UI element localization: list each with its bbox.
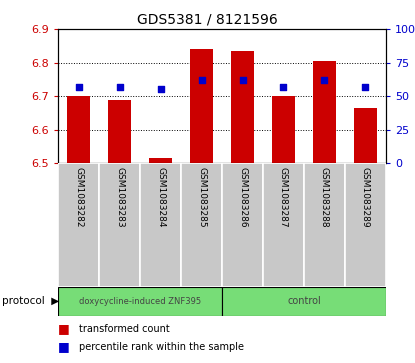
Text: GSM1083288: GSM1083288	[320, 167, 329, 228]
Text: protocol  ▶: protocol ▶	[2, 296, 59, 306]
Bar	[231, 51, 254, 163]
Text: percentile rank within the sample: percentile rank within the sample	[79, 342, 244, 352]
Bar	[67, 96, 90, 163]
Text: GSM1083283: GSM1083283	[115, 167, 124, 228]
Bar	[263, 163, 304, 287]
Text: GSM1083282: GSM1083282	[74, 167, 83, 228]
Text: GSM1083284: GSM1083284	[156, 167, 165, 228]
Text: GSM1083286: GSM1083286	[238, 167, 247, 228]
Bar	[313, 61, 336, 163]
Point	[280, 84, 287, 90]
Text: transformed count: transformed count	[79, 323, 170, 334]
Bar	[190, 49, 213, 163]
Bar	[99, 163, 140, 287]
Text: doxycycline-induced ZNF395: doxycycline-induced ZNF395	[79, 297, 201, 306]
Point	[239, 77, 246, 83]
Text: ■: ■	[58, 340, 70, 353]
Bar	[181, 163, 222, 287]
Text: ■: ■	[58, 322, 70, 335]
Text: control: control	[287, 296, 321, 306]
Text: GSM1083287: GSM1083287	[279, 167, 288, 228]
Text: GSM1083289: GSM1083289	[361, 167, 370, 228]
Bar	[108, 99, 131, 163]
Bar	[354, 108, 377, 163]
Bar	[58, 287, 222, 316]
Bar	[140, 163, 181, 287]
Point	[157, 86, 164, 92]
Bar	[58, 163, 99, 287]
Point	[198, 77, 205, 83]
Bar	[272, 96, 295, 163]
Bar	[345, 163, 386, 287]
Bar	[222, 163, 263, 287]
Point	[362, 84, 369, 90]
Bar	[304, 163, 345, 287]
Bar	[222, 287, 386, 316]
Text: GDS5381 / 8121596: GDS5381 / 8121596	[137, 13, 278, 27]
Point	[321, 77, 328, 83]
Bar	[149, 158, 172, 163]
Point	[116, 84, 123, 90]
Text: GSM1083285: GSM1083285	[197, 167, 206, 228]
Point	[75, 84, 82, 90]
